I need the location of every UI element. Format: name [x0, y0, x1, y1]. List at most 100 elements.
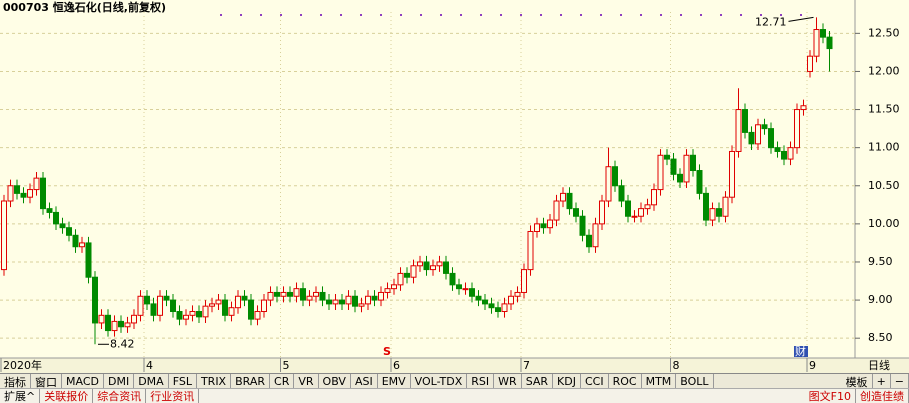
tab[interactable]: ROC [609, 374, 642, 389]
candle-body [196, 311, 202, 318]
min-label: 8.42 [110, 337, 135, 350]
candle-body [183, 314, 189, 320]
tab[interactable]: DMI [104, 374, 135, 389]
tab[interactable]: CR [270, 374, 295, 389]
candle-body [118, 320, 124, 328]
candle-body [254, 311, 261, 320]
max-arrow [788, 16, 814, 22]
tab[interactable]: 指标 [0, 374, 31, 389]
candle-body [495, 307, 501, 313]
candle-body [826, 36, 833, 50]
tab[interactable]: TRIX [197, 374, 232, 389]
candle-body [469, 288, 475, 297]
candle-body [612, 166, 618, 187]
tab[interactable]: VR [294, 374, 319, 389]
candle-body [384, 288, 391, 293]
tab[interactable]: + [873, 374, 891, 389]
candle-body [105, 314, 111, 332]
event-dot [220, 14, 222, 16]
candle-body [261, 299, 267, 313]
tab[interactable]: 行业资讯 [146, 389, 200, 403]
candle-body [397, 272, 404, 286]
tab[interactable]: MTM [642, 374, 677, 389]
tab[interactable]: 关联报价 [40, 389, 94, 403]
event-dot [260, 14, 262, 16]
candle-body [553, 200, 560, 221]
event-dot [360, 14, 362, 16]
candle-body [573, 208, 579, 217]
candle-body [566, 192, 573, 210]
tab[interactable]: 综合资讯 [93, 389, 147, 403]
event-dot [540, 14, 542, 16]
candle-body [66, 227, 72, 236]
candle-body [768, 128, 774, 149]
candle-body [378, 291, 384, 301]
chart-title: 000703 恒逸石化(日线,前复权) [3, 0, 166, 14]
tab[interactable]: DMA [134, 374, 169, 389]
y-tick-label: 10.50 [868, 179, 900, 192]
candle-body [248, 299, 254, 320]
candle-body [560, 192, 566, 202]
tab[interactable]: SAR [522, 374, 554, 389]
candle-body [157, 295, 163, 316]
x-tick-label: 7 [523, 359, 530, 372]
tab[interactable]: KDJ [553, 374, 581, 389]
candle-body [404, 272, 410, 278]
candle-body [358, 303, 365, 307]
candle-body [33, 177, 40, 191]
candle-body [547, 219, 553, 229]
y-tick-label: 12.50 [868, 26, 900, 39]
candle-body [189, 311, 196, 316]
event-dot [300, 14, 302, 16]
tab[interactable]: MACD [62, 374, 104, 389]
candle-body [527, 230, 534, 271]
tab[interactable]: FSL [169, 374, 197, 389]
tab[interactable]: WR [494, 374, 522, 389]
candle-body [742, 109, 748, 133]
candle-body [40, 177, 46, 210]
tab[interactable]: 创造佳绩 [856, 389, 909, 403]
candle-body [774, 147, 781, 152]
candle-body [267, 291, 274, 301]
candle-body [787, 147, 794, 160]
tab[interactable]: EMV [378, 374, 411, 389]
candle-body [644, 204, 651, 210]
candle-body [430, 265, 436, 271]
candle-body [670, 158, 677, 175]
tab[interactable]: BRAR [231, 374, 271, 389]
candle-body [339, 299, 345, 305]
tab[interactable]: RSI [467, 374, 495, 389]
candle-body [79, 242, 85, 248]
tab[interactable]: ASI [351, 374, 378, 389]
candle-body [436, 261, 443, 267]
candle-body [618, 185, 625, 202]
event-dot [560, 14, 562, 16]
candle-body [137, 295, 144, 316]
tab[interactable]: VOL-TDX [411, 374, 468, 389]
tab[interactable]: 窗口 [31, 374, 62, 389]
candle-body [332, 299, 339, 305]
candle-body [423, 261, 430, 271]
tab[interactable]: − [891, 374, 909, 389]
candle-body [98, 314, 105, 324]
candle-body [131, 314, 137, 324]
candle-body [586, 234, 592, 248]
event-dot [340, 14, 342, 16]
candle-body [690, 154, 696, 172]
candle-body [781, 150, 787, 160]
event-dot [400, 14, 402, 16]
event-dot [440, 14, 442, 16]
event-dot [320, 14, 322, 16]
spacer [714, 374, 842, 389]
tab[interactable]: BOLL [676, 374, 714, 389]
candle-body [306, 295, 313, 301]
candle-body [475, 295, 482, 301]
tab[interactable]: 图文F10 [805, 389, 856, 403]
candle-body [417, 261, 423, 267]
tab[interactable]: 模板 [842, 374, 873, 389]
tab[interactable]: 扩展^ [0, 389, 41, 403]
event-dot [720, 14, 722, 16]
tab[interactable]: OBV [319, 374, 351, 389]
tab[interactable]: CCI [581, 374, 609, 389]
candle-body [144, 295, 150, 305]
